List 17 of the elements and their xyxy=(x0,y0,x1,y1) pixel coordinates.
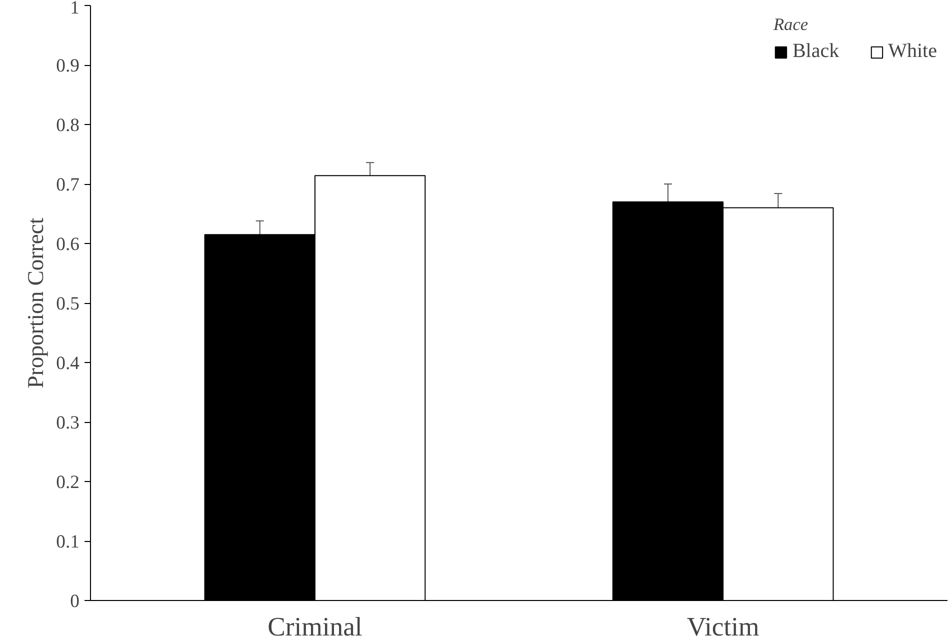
y-tick-label: 1 xyxy=(70,0,80,18)
y-tick-label: 0.9 xyxy=(56,56,80,76)
y-tick-label: 0.7 xyxy=(56,174,80,196)
y-tick-label: 0.1 xyxy=(56,532,80,552)
y-axis-title: Proportion Correct xyxy=(23,217,48,388)
x-tick-label: Victim xyxy=(686,612,760,642)
y-tick-label: 0.5 xyxy=(56,294,80,314)
legend-label: Black xyxy=(792,40,840,63)
y-tick-label: 0.2 xyxy=(56,472,80,493)
y-tick-label: 0.3 xyxy=(56,412,80,434)
x-tick-label: Criminal xyxy=(268,612,362,642)
legend-label: White xyxy=(888,40,937,63)
y-tick-label: 0 xyxy=(70,591,80,612)
legend-title: Race xyxy=(773,15,810,35)
y-tick-label: 0.4 xyxy=(56,353,80,374)
y-tick-label: 0.6 xyxy=(56,234,80,255)
y-tick-label: 0.8 xyxy=(56,115,80,136)
